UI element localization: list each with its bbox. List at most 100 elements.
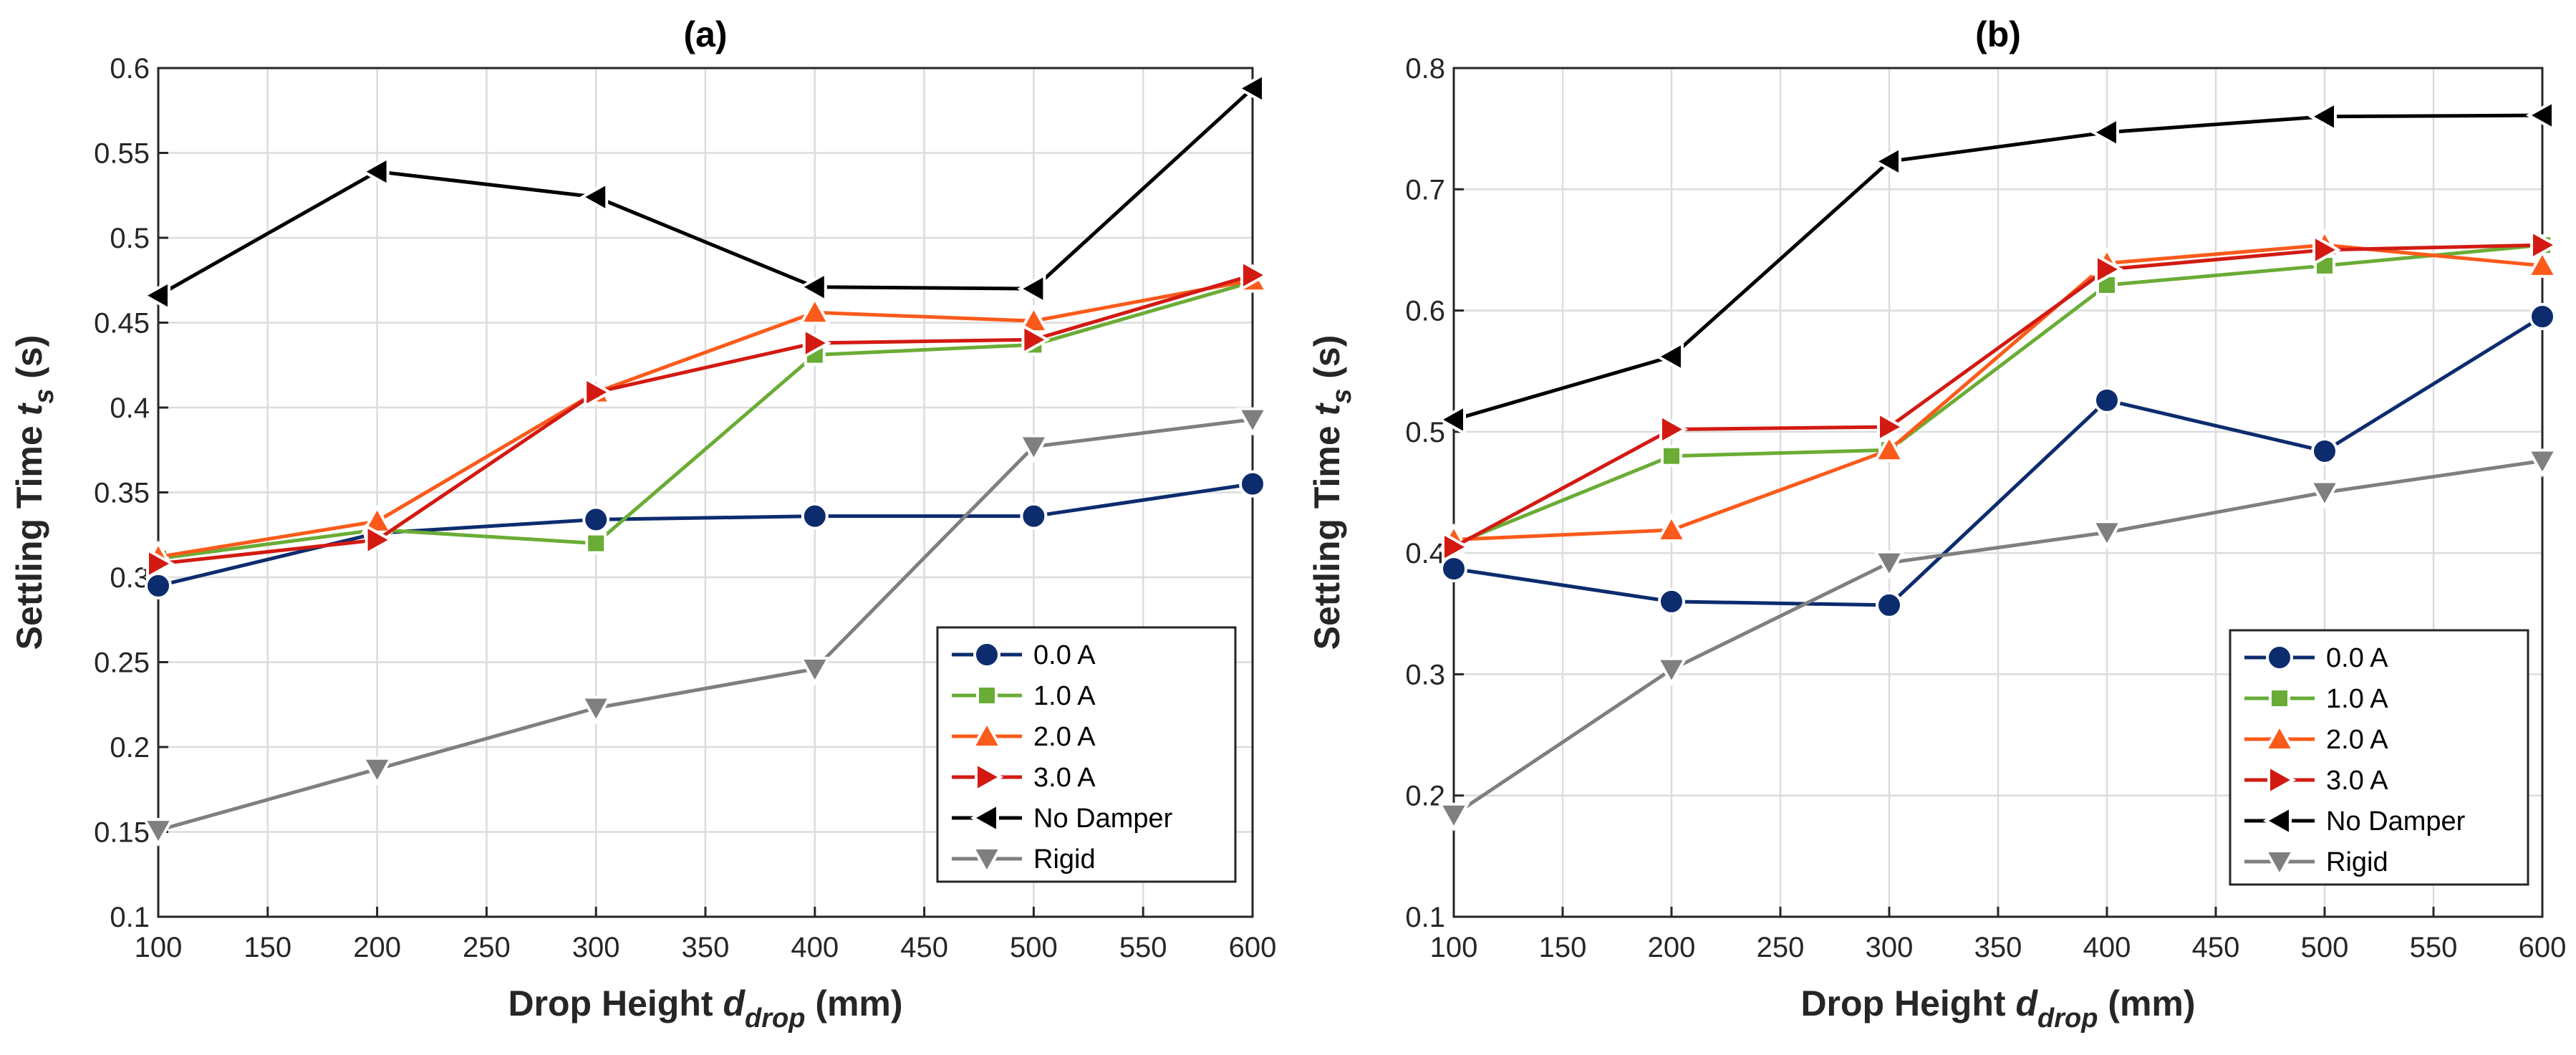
x-tick-label: 600 — [1229, 932, 1277, 963]
legend-label: 0.0 A — [2326, 643, 2388, 673]
data-point — [579, 695, 612, 725]
data-point — [585, 532, 607, 554]
x-axis-label-subscript: drop — [745, 1003, 805, 1034]
x-axis-label-symbol: d — [2015, 983, 2038, 1023]
legend-marker — [976, 685, 998, 706]
y-axis-label: Settling Time ts (s) — [9, 335, 59, 650]
legend-label: Rigid — [1033, 844, 1096, 875]
legend: 0.0 A 1.0 A 2.0 A 3.0 A No Damper Rigid — [2229, 629, 2529, 886]
data-point — [1877, 410, 1906, 443]
data-point — [1240, 259, 1270, 292]
x-tick-label: 350 — [682, 932, 730, 963]
legend-entry: 3.0 A — [952, 761, 1096, 794]
data-point — [1440, 555, 1467, 583]
legend-marker — [970, 719, 1003, 748]
legend-marker — [973, 641, 1000, 668]
y-tick-label: 0.5 — [1405, 417, 1445, 448]
data-point — [1021, 323, 1051, 356]
data-point — [1658, 587, 1685, 615]
data-point — [1655, 657, 1688, 686]
x-tick-label: 450 — [2192, 932, 2240, 963]
legend-label: Rigid — [2326, 847, 2388, 877]
x-tick-label: 250 — [1757, 932, 1805, 963]
series-line — [158, 278, 1253, 559]
legend-entry: No Damper — [952, 801, 1173, 834]
legend-marker — [2267, 763, 2297, 796]
y-tick-label: 0.4 — [1405, 538, 1445, 569]
legend-label: 0.0 A — [1033, 640, 1096, 670]
data-point — [2307, 100, 2337, 133]
x-tick-label: 500 — [2301, 932, 2349, 963]
data-point — [2526, 249, 2559, 278]
data-point — [2308, 480, 2341, 509]
x-tick-label: 500 — [1010, 932, 1058, 963]
y-axis-label-subscript: s — [1327, 389, 1357, 404]
data-point — [142, 818, 175, 847]
data-point — [1239, 470, 1266, 498]
y-tick-label: 0.8 — [1405, 53, 1445, 85]
y-tick-label: 0.3 — [1405, 659, 1445, 690]
legend-label: 3.0 A — [1033, 763, 1096, 793]
y-axis-label: Settling Time ts (s) — [1307, 335, 1357, 650]
data-point — [582, 506, 610, 534]
x-axis-label-unit: (mm) — [805, 983, 902, 1023]
data-point — [2090, 520, 2123, 549]
series-line — [157, 87, 1254, 297]
legend-entry: 3.0 A — [2244, 763, 2388, 796]
y-tick-label: 0.1 — [110, 902, 150, 933]
series-no-damper — [1437, 99, 2555, 436]
series-line — [158, 280, 1253, 561]
series-line — [158, 273, 1253, 566]
legend-entry: Rigid — [952, 844, 1096, 876]
x-axis-label-text: Drop Height — [1800, 983, 2015, 1023]
data-point — [2525, 99, 2555, 132]
legend-marker — [975, 761, 1004, 794]
data-point — [360, 155, 390, 188]
y-tick-label: 0.6 — [110, 53, 150, 85]
x-tick-label: 100 — [135, 932, 183, 963]
legend-entry: 2.0 A — [952, 719, 1096, 752]
series-3-0-a — [146, 259, 1270, 580]
legend-entry: No Damper — [2244, 804, 2466, 837]
x-tick-label: 600 — [2519, 932, 2567, 963]
x-axis-label: Drop Height ddrop (mm) — [508, 983, 902, 1034]
legend-entry: 0.0 A — [952, 640, 1096, 670]
y-tick-label: 0.4 — [110, 392, 150, 424]
x-tick-label: 400 — [791, 932, 839, 963]
legend-box — [2229, 629, 2529, 886]
y-tick-label: 0.2 — [1405, 781, 1445, 812]
data-point — [2093, 386, 2121, 414]
data-point — [1872, 145, 1901, 178]
chart-title: (b) — [1975, 14, 2021, 54]
data-point — [2312, 233, 2342, 266]
x-axis-label-text: Drop Height — [508, 983, 723, 1023]
y-tick-label: 0.1 — [1405, 902, 1445, 933]
series-no-damper — [141, 72, 1265, 312]
data-point — [798, 271, 827, 304]
x-tick-label: 550 — [1119, 932, 1167, 963]
legend-entry: 0.0 A — [2244, 643, 2388, 673]
y-axis-label-unit: (s) — [1307, 335, 1347, 389]
data-point — [2526, 448, 2559, 478]
legend-box — [936, 626, 1237, 883]
series-rigid — [1437, 448, 2559, 832]
legend-marker — [970, 847, 1003, 876]
data-point — [799, 296, 831, 325]
y-axis-label-symbol: t — [1307, 402, 1347, 415]
legend-marker — [2263, 722, 2296, 751]
legend-label: 1.0 A — [2326, 684, 2388, 714]
x-tick-label: 200 — [353, 932, 401, 963]
x-tick-label: 150 — [1539, 932, 1587, 963]
data-point — [1442, 531, 1471, 564]
data-point — [1659, 413, 1689, 445]
data-point — [1876, 591, 1903, 619]
y-axis-label-text: Settling Time — [9, 415, 49, 650]
legend: 0.0 A 1.0 A 2.0 A 3.0 A No Damper Rigid — [936, 626, 1237, 883]
data-point — [145, 572, 172, 599]
data-point — [1873, 433, 1906, 463]
data-point — [365, 524, 394, 557]
x-tick-label: 300 — [572, 932, 620, 963]
data-point — [1437, 802, 1470, 832]
x-tick-label: 150 — [243, 932, 291, 963]
legend-marker — [2266, 644, 2293, 671]
